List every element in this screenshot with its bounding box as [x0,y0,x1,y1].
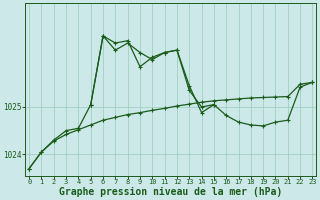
X-axis label: Graphe pression niveau de la mer (hPa): Graphe pression niveau de la mer (hPa) [59,187,283,197]
